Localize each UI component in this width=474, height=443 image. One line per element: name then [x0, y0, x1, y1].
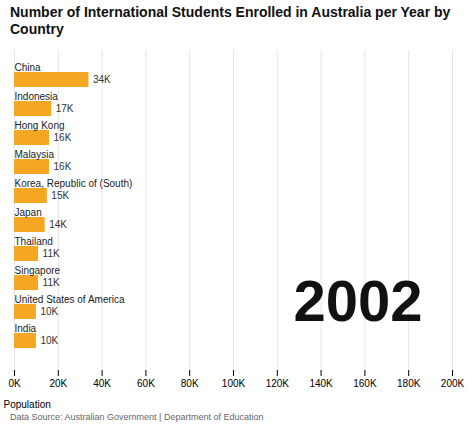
svg-text:Indonesia: Indonesia [15, 90, 59, 101]
svg-text:14K: 14K [49, 219, 67, 230]
svg-text:0K: 0K [8, 377, 21, 388]
svg-text:China: China [15, 61, 42, 72]
svg-text:60K: 60K [137, 377, 155, 388]
svg-text:Korea, Republic of (South): Korea, Republic of (South) [15, 177, 133, 188]
svg-text:16K: 16K [54, 132, 72, 143]
svg-text:India: India [15, 322, 37, 333]
svg-text:10K: 10K [40, 306, 58, 317]
html-text:Data Source: Australian Govern: Data Source: Australian Government | Dep… [10, 411, 264, 422]
svg-text:Japan: Japan [15, 206, 42, 217]
svg-text:160K: 160K [353, 377, 377, 388]
svg-text:140K: 140K [309, 377, 333, 388]
svg-text:80K: 80K [181, 377, 199, 388]
html-text:Number of International Studen: Number of International Students Enrolle… [10, 4, 451, 37]
svg-text:2002: 2002 [293, 267, 422, 332]
svg-text:200K: 200K [441, 377, 465, 388]
svg-text:Malaysia: Malaysia [15, 148, 55, 159]
svg-text:Thailand: Thailand [15, 235, 53, 246]
svg-text:120K: 120K [266, 377, 290, 388]
svg-text:34K: 34K [93, 74, 111, 85]
svg-text:40K: 40K [93, 377, 111, 388]
svg-text:16K: 16K [54, 161, 72, 172]
svg-text:11K: 11K [43, 248, 60, 259]
svg-text:Singapore: Singapore [15, 264, 61, 275]
svg-text:10K: 10K [40, 335, 58, 346]
svg-text:100K: 100K [222, 377, 246, 388]
svg-text:United States of America: United States of America [15, 293, 125, 304]
svg-text:17K: 17K [56, 103, 74, 114]
svg-text:11K: 11K [43, 277, 60, 288]
svg-text:20K: 20K [49, 377, 67, 388]
svg-text:15K: 15K [51, 190, 69, 201]
svg-text:Hong Kong: Hong Kong [15, 119, 65, 130]
svg-text:Population: Population [4, 398, 51, 409]
svg-text:180K: 180K [397, 377, 421, 388]
